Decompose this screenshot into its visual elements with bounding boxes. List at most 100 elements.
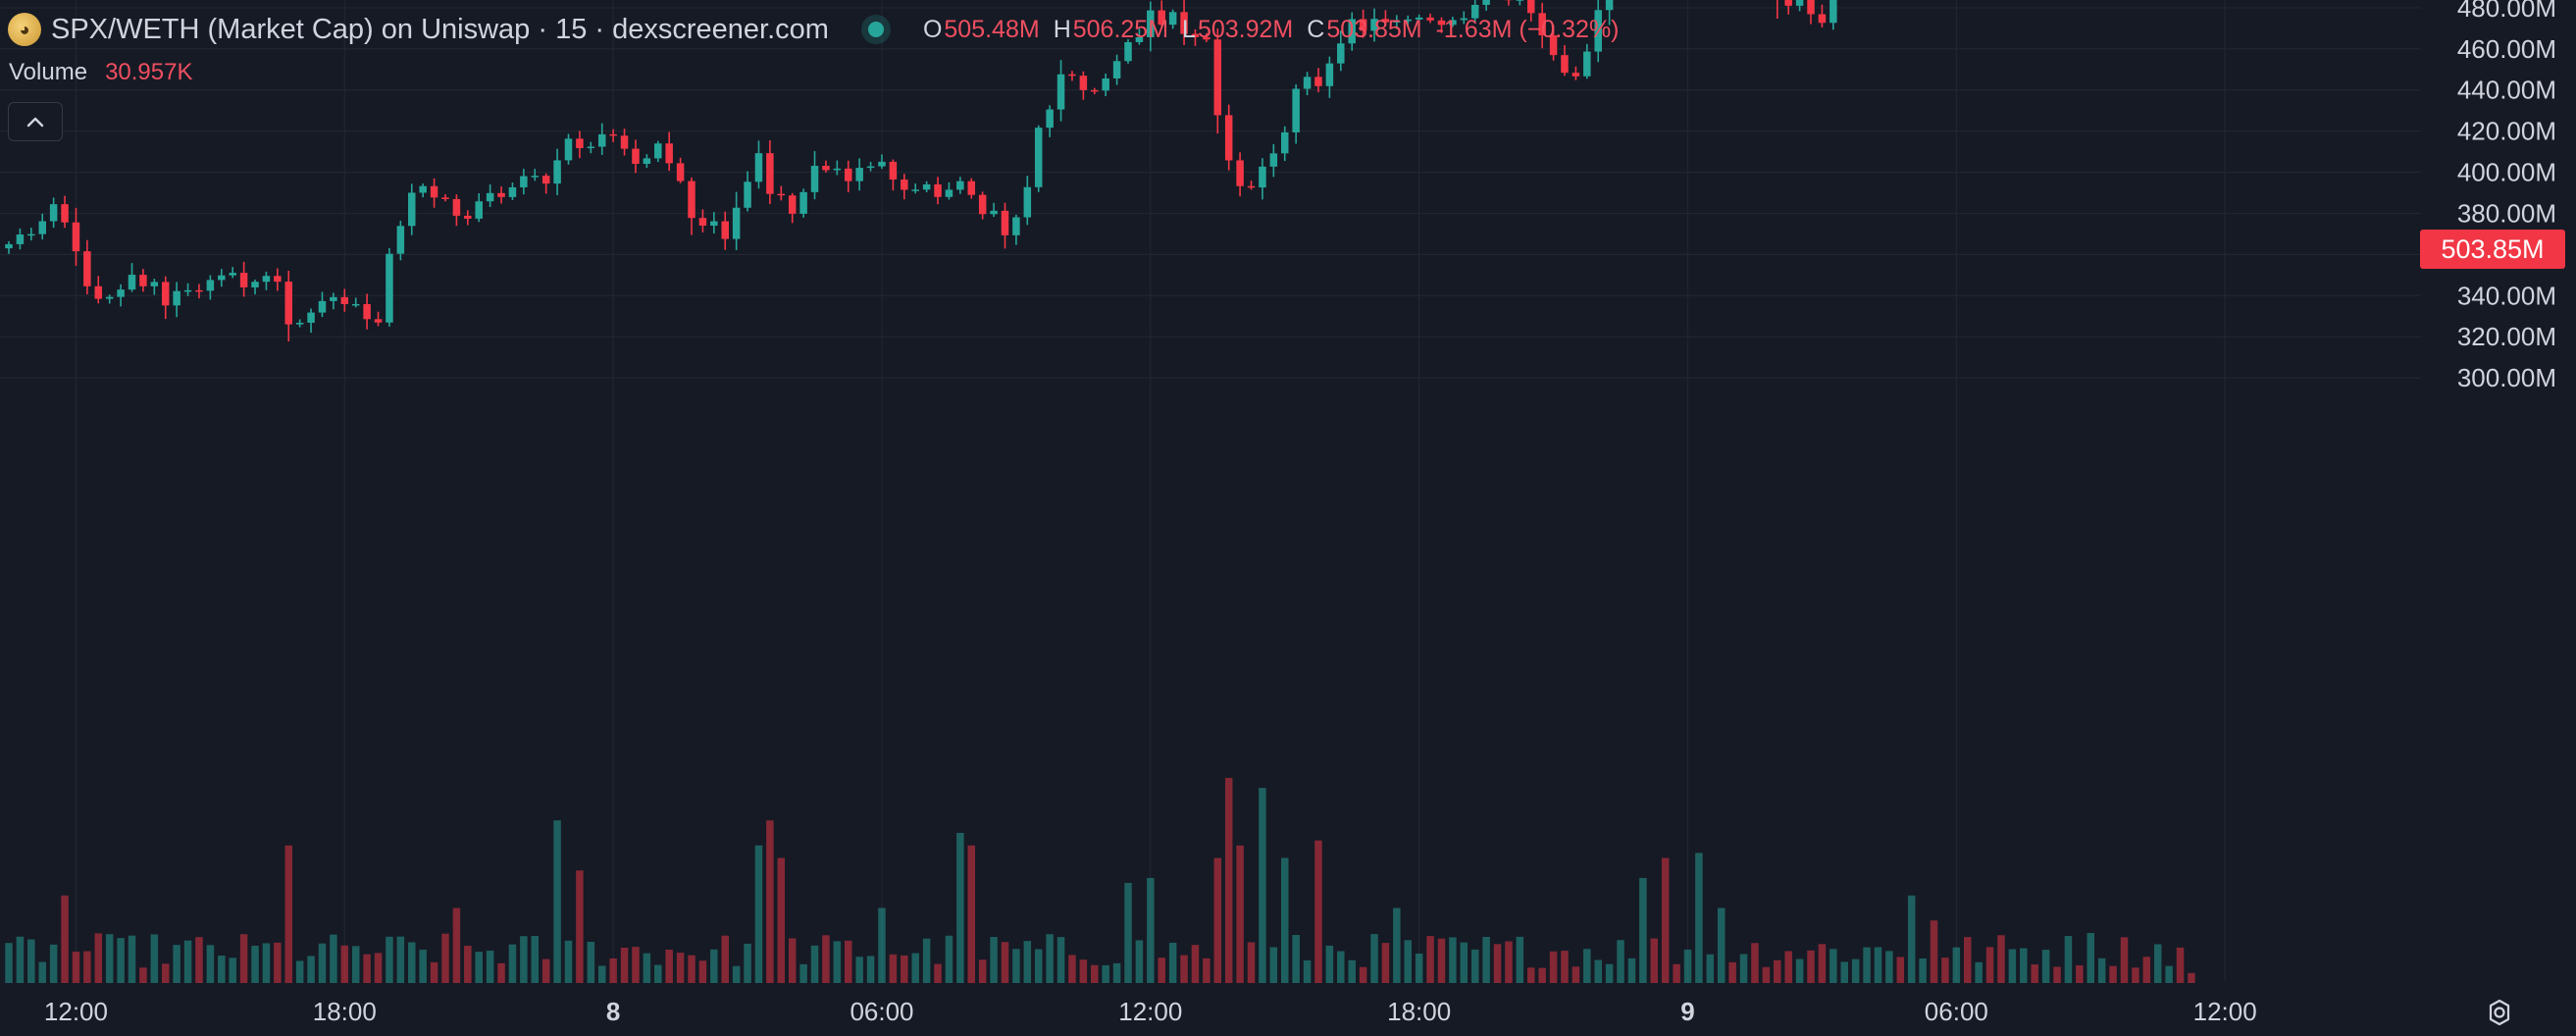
volume-bar bbox=[5, 943, 13, 983]
volume-bar bbox=[2087, 933, 2095, 983]
volume-bar bbox=[1482, 936, 1490, 983]
volume-bar bbox=[620, 947, 629, 983]
volume-bar bbox=[72, 952, 80, 983]
volume-bar bbox=[218, 956, 226, 983]
candle-body bbox=[430, 185, 438, 198]
volume-bar bbox=[541, 958, 550, 983]
volume-bar bbox=[1224, 777, 1233, 983]
price-tick-label: 300.00M bbox=[2457, 363, 2556, 392]
volume-histogram bbox=[5, 777, 2195, 983]
volume-bar bbox=[1650, 938, 1659, 983]
time-axis[interactable]: 12:00 18:00 8 06:00 12:00 18:00 9 06:00 12:00 bbox=[44, 997, 2257, 1026]
candle-body bbox=[1538, 13, 1546, 36]
candle-body bbox=[161, 282, 170, 306]
volume-bar bbox=[576, 870, 584, 983]
candle-body bbox=[688, 181, 696, 219]
volume-bar bbox=[1158, 958, 1165, 983]
volume-bar bbox=[799, 963, 807, 983]
volume-bar bbox=[1896, 957, 1905, 983]
volume-bar bbox=[330, 934, 337, 983]
candle-body bbox=[284, 282, 292, 325]
volume-bar bbox=[284, 845, 292, 983]
volume-bar bbox=[945, 935, 953, 983]
volume-bar bbox=[1168, 942, 1177, 983]
candle-body bbox=[866, 166, 875, 169]
candle-body bbox=[262, 276, 271, 283]
volume-bar bbox=[475, 952, 483, 983]
candle-body bbox=[419, 185, 427, 193]
volume-bar bbox=[1236, 845, 1244, 983]
candle-body bbox=[497, 192, 505, 197]
volume-bar bbox=[139, 967, 147, 983]
candle-body bbox=[386, 253, 393, 323]
volume-bar bbox=[967, 845, 976, 983]
volume-bar bbox=[1594, 959, 1602, 983]
volume-bar bbox=[1303, 959, 1312, 983]
volume-bar bbox=[1774, 959, 1781, 983]
volume-bar bbox=[2041, 950, 2050, 983]
volume-legend: Volume 30.957K bbox=[9, 59, 192, 86]
volume-bar bbox=[822, 935, 830, 983]
volume-bar bbox=[1863, 947, 1871, 983]
volume-bar bbox=[878, 907, 886, 983]
candle-body bbox=[318, 300, 327, 313]
volume-bar bbox=[754, 845, 763, 983]
candle-body bbox=[441, 197, 449, 199]
volume-bar bbox=[2076, 964, 2084, 983]
candle-body bbox=[553, 160, 561, 184]
candle-body bbox=[1605, 0, 1614, 11]
candle-body bbox=[1359, 19, 1367, 31]
volume-bar bbox=[2053, 966, 2061, 983]
time-tick-label: 8 bbox=[606, 997, 620, 1026]
live-status-dot-icon bbox=[867, 22, 884, 37]
volume-bar bbox=[1571, 966, 1580, 983]
candle-body bbox=[218, 275, 226, 281]
candle-body bbox=[1269, 153, 1278, 167]
volume-bar bbox=[1818, 944, 1827, 983]
candle-body bbox=[1056, 74, 1065, 110]
candle-body bbox=[710, 221, 718, 227]
collapse-legend-button[interactable] bbox=[8, 102, 63, 141]
candle-body bbox=[1102, 78, 1109, 91]
low-value: 503.92M bbox=[1197, 15, 1294, 43]
chart-settings-button[interactable] bbox=[2480, 993, 2519, 1032]
candle-body bbox=[1112, 61, 1121, 78]
candle-body bbox=[239, 273, 248, 287]
volume-bar bbox=[665, 949, 673, 983]
candle-body bbox=[1034, 128, 1043, 187]
candle-body bbox=[799, 191, 807, 214]
chart-title[interactable]: SPX/WETH (Market Cap) on Uniswap · 15 · … bbox=[51, 13, 829, 45]
candle-body bbox=[1516, 0, 1524, 1]
volume-bar bbox=[1370, 934, 1378, 983]
candle-body bbox=[1549, 35, 1558, 56]
candle-body bbox=[1571, 73, 1580, 77]
volume-bar bbox=[866, 956, 875, 983]
volume-bar bbox=[531, 935, 540, 983]
volume-bar bbox=[1561, 951, 1569, 983]
candle-body bbox=[61, 204, 69, 223]
candle-body bbox=[643, 158, 651, 164]
volume-bar bbox=[553, 820, 561, 983]
volume-bar bbox=[788, 938, 797, 983]
candle-body bbox=[27, 233, 35, 236]
candle-body bbox=[508, 186, 517, 197]
volume-bar bbox=[676, 953, 685, 983]
candle-body bbox=[541, 176, 550, 184]
candle-body bbox=[1079, 76, 1088, 90]
candle-body bbox=[1426, 17, 1434, 21]
volume-bar bbox=[396, 936, 405, 983]
candle-body bbox=[587, 146, 595, 149]
candle-body bbox=[307, 312, 315, 323]
volume-bar bbox=[1269, 947, 1278, 983]
price-axis[interactable]: 300.00M320.00M340.00M360.00M380.00M400.0… bbox=[2457, 0, 2556, 392]
price-tick-label: 320.00M bbox=[2457, 322, 2556, 351]
volume-bar bbox=[430, 961, 438, 983]
volume-bar bbox=[643, 953, 651, 983]
volume-bar bbox=[195, 937, 203, 983]
volume-bar bbox=[1975, 961, 1983, 983]
candle-body bbox=[150, 282, 159, 286]
volume-bar bbox=[1404, 940, 1412, 983]
candle-body bbox=[1415, 17, 1423, 20]
candle-body bbox=[597, 133, 606, 147]
